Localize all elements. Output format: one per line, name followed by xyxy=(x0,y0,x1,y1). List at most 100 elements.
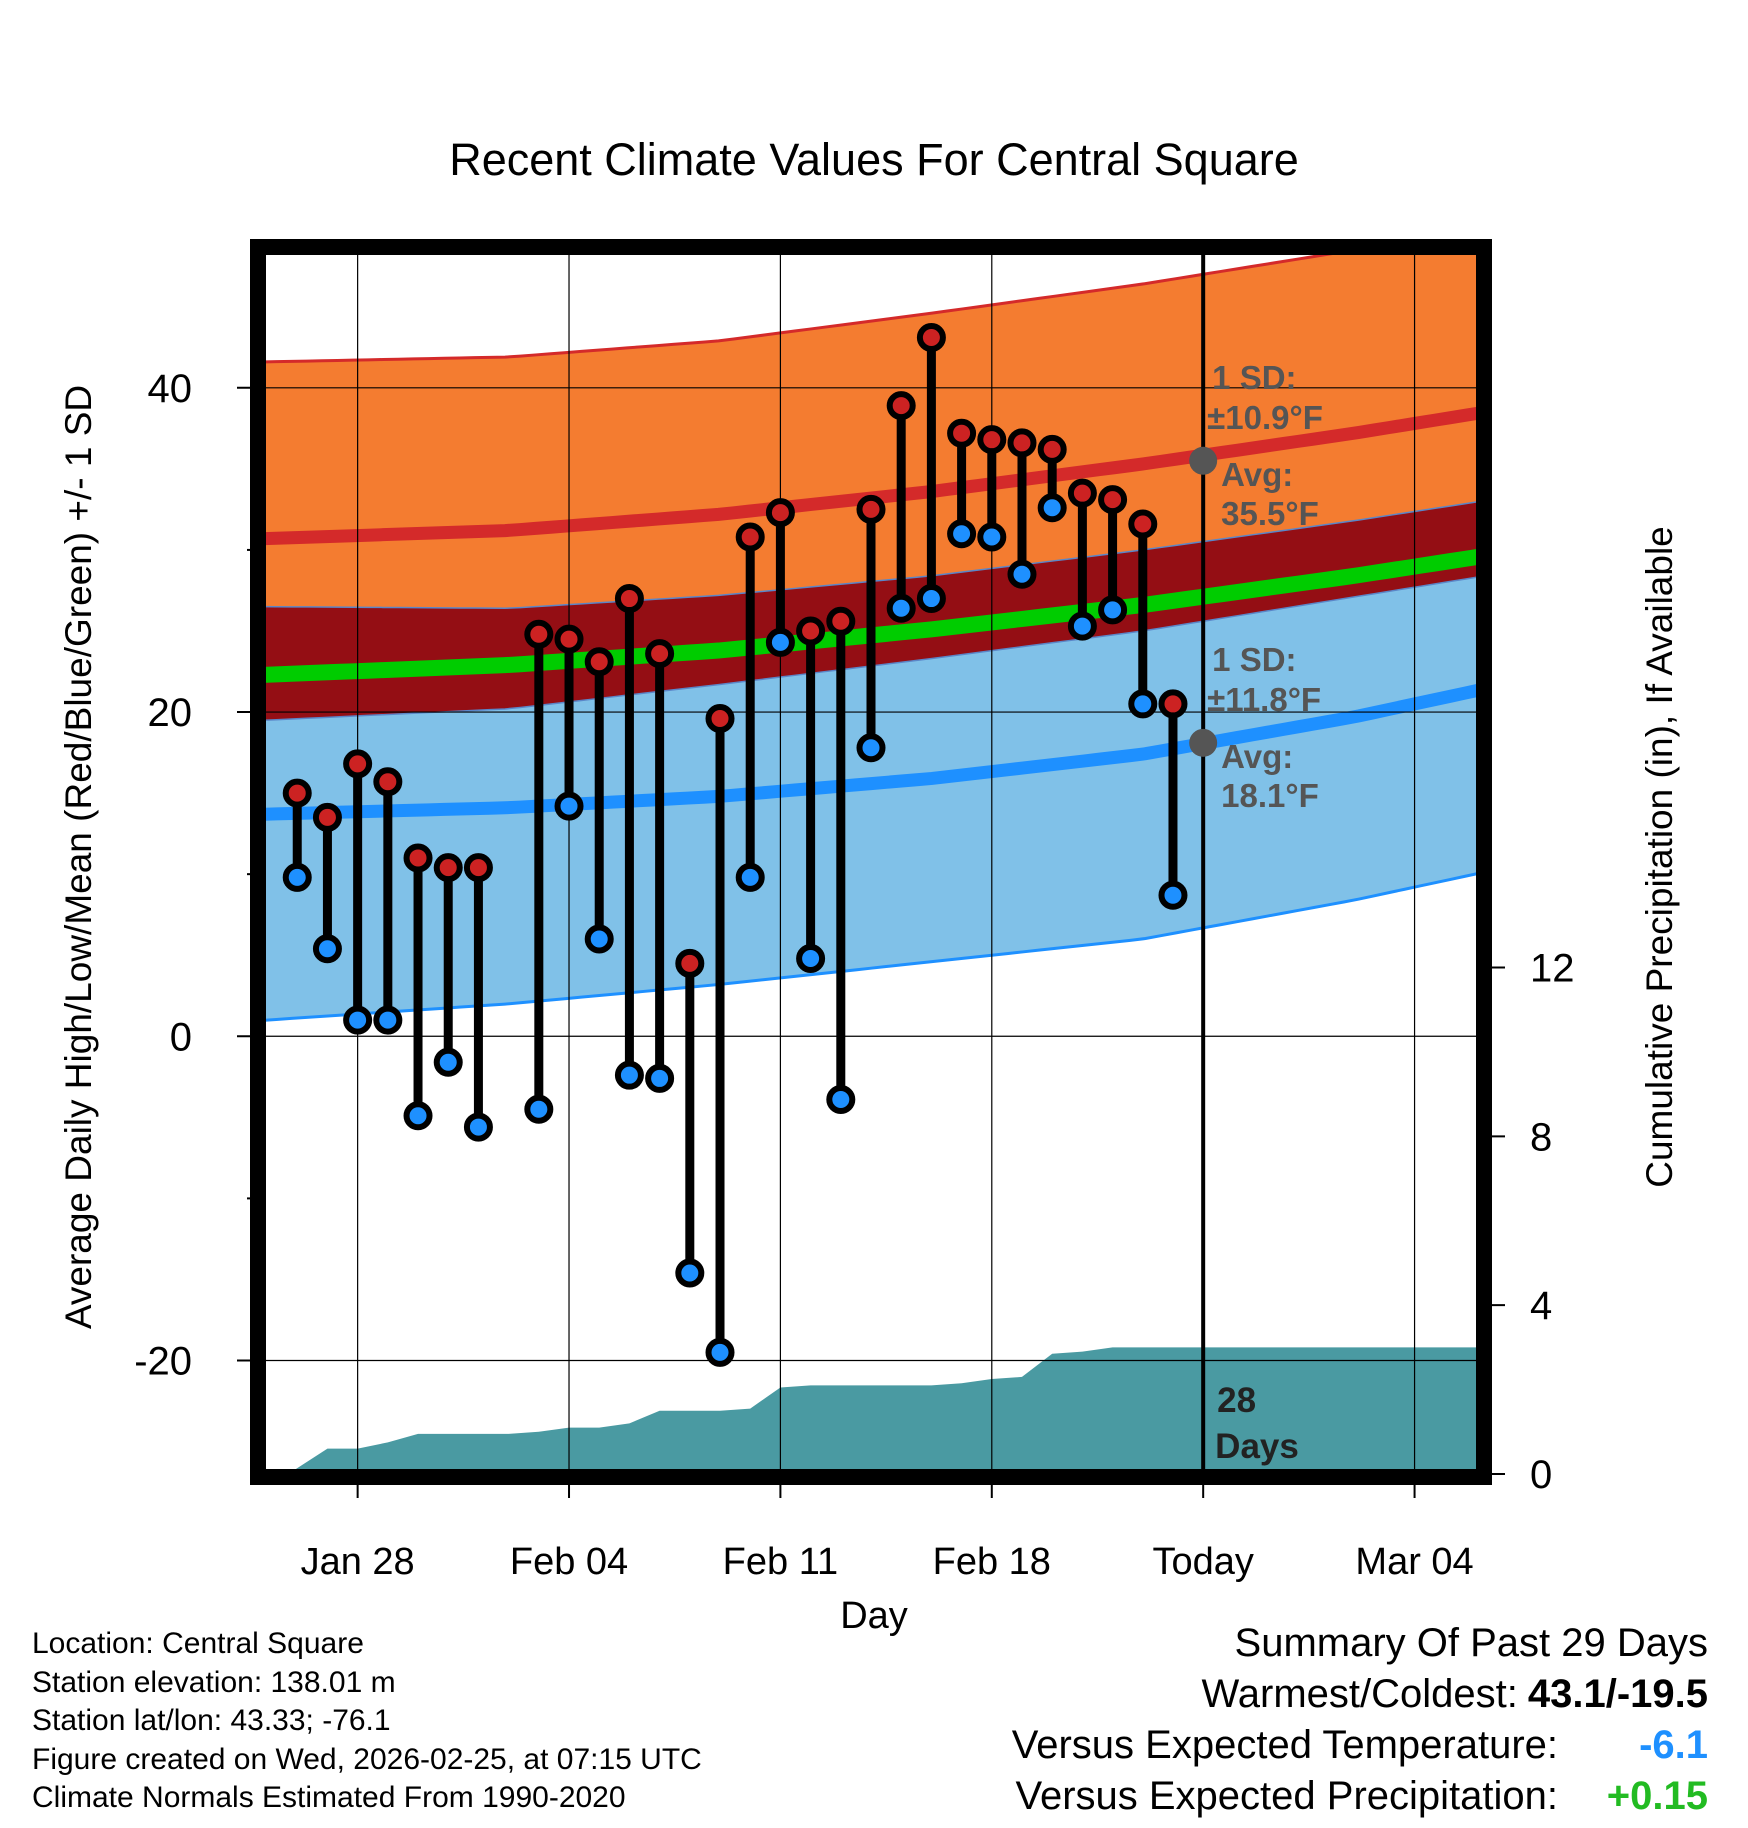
high-sd-label: 1 SD: xyxy=(1212,359,1296,396)
daily-high-point xyxy=(977,425,1007,455)
daily-low-point xyxy=(765,627,795,657)
low-sd-label: 1 SD: xyxy=(1212,641,1296,678)
daily-high-point xyxy=(675,948,705,978)
daily-low-point xyxy=(947,519,977,549)
days-count-label: 28 xyxy=(1217,1381,1256,1420)
precip-value: +0.15 xyxy=(1606,1774,1708,1818)
days-word-label: Days xyxy=(1215,1427,1299,1466)
daily-high-point xyxy=(1098,485,1128,515)
x-tick-label: Today xyxy=(1152,1541,1253,1583)
y-right-tick-label: 8 xyxy=(1530,1115,1552,1159)
daily-high-point xyxy=(1128,509,1158,539)
daily-high-point xyxy=(463,853,493,883)
daily-low-point xyxy=(524,1094,554,1124)
climate-normals: Climate Normals Estimated From 1990-2020 xyxy=(32,1781,626,1814)
x-axis-label: Day xyxy=(840,1595,908,1637)
daily-high-point xyxy=(343,749,373,779)
low-avg-label: Avg: xyxy=(1221,738,1293,775)
daily-low-point xyxy=(645,1063,675,1093)
daily-low-point xyxy=(282,862,312,892)
low-sd-band xyxy=(261,576,1481,1021)
daily-low-point xyxy=(1067,611,1097,641)
low-mean-line xyxy=(261,683,1481,821)
daily-low-point xyxy=(977,522,1007,552)
y-right-tick-label: 12 xyxy=(1530,947,1575,991)
daily-high-point xyxy=(312,802,342,832)
temp-value: -6.1 xyxy=(1639,1723,1708,1767)
y-right-tick-label: 0 xyxy=(1530,1453,1552,1497)
daily-low-point xyxy=(343,1005,373,1035)
chart-title: Recent Climate Values For Central Square xyxy=(449,134,1299,185)
daily-low-point xyxy=(1037,493,1067,523)
station-info: Location: Central Square Station elevati… xyxy=(32,1625,702,1818)
daily-high-point xyxy=(403,843,433,873)
station-latlon: Station lat/lon: 43.33; -76.1 xyxy=(32,1704,391,1737)
daily-low-point xyxy=(1128,689,1158,719)
daily-high-point xyxy=(826,606,856,636)
low-avg-marker xyxy=(1189,728,1218,757)
daily-high-point xyxy=(796,616,826,646)
daily-low-point xyxy=(826,1085,856,1115)
daily-high-point xyxy=(433,853,463,883)
precip-label: Versus Expected Precipitation: xyxy=(1015,1774,1558,1818)
daily-low-point xyxy=(856,733,886,763)
daily-low-point xyxy=(1007,559,1037,589)
summary-precip-row: Versus Expected Precipitation: +0.15 xyxy=(1012,1771,1708,1822)
daily-high-point xyxy=(584,647,614,677)
plot-frame xyxy=(250,239,1492,1485)
daily-low-point xyxy=(916,584,946,614)
daily-high-point xyxy=(1037,434,1067,464)
high-avg-value: 35.5°F xyxy=(1221,495,1319,532)
daily-low-point xyxy=(312,934,342,964)
high-sd-value: ±10.9°F xyxy=(1207,399,1323,436)
summary-warmest-row: Warmest/Coldest: 43.1/-19.5 xyxy=(1012,1669,1708,1720)
daily-low-point xyxy=(735,862,765,892)
y-left-tick-label: 40 xyxy=(148,367,193,411)
daily-high-point xyxy=(282,778,312,808)
high-avg-label: Avg: xyxy=(1221,456,1293,493)
daily-low-point xyxy=(554,791,584,821)
y-right-tick-label: 4 xyxy=(1530,1284,1552,1328)
x-tick-label: Feb 18 xyxy=(933,1541,1051,1583)
daily-high-point xyxy=(1067,478,1097,508)
warmest-label: Warmest/Coldest: xyxy=(1201,1672,1518,1716)
high-avg-marker xyxy=(1189,446,1218,475)
x-tick-label: Jan 28 xyxy=(301,1541,415,1583)
daily-high-point xyxy=(916,323,946,353)
summary-temp-row: Versus Expected Temperature: -6.1 xyxy=(1012,1720,1708,1771)
y-axis-label-right: Cumulative Precipitation (in), If Availa… xyxy=(1639,526,1680,1188)
y-left-tick-label: 20 xyxy=(148,691,193,735)
daily-high-point xyxy=(1158,689,1188,719)
daily-low-point xyxy=(614,1060,644,1090)
low-sd-value: ±11.8°F xyxy=(1207,681,1321,718)
precip-area xyxy=(288,1347,1481,1474)
daily-low-point xyxy=(796,943,826,973)
daily-high-point xyxy=(1007,428,1037,458)
daily-low-point xyxy=(433,1047,463,1077)
warmest-value: 43.1/-19.5 xyxy=(1527,1672,1708,1716)
daily-high-point xyxy=(373,767,403,797)
daily-high-point xyxy=(856,494,886,524)
daily-high-point xyxy=(765,498,795,528)
daily-low-point xyxy=(373,1005,403,1035)
x-tick-label: Feb 04 xyxy=(510,1541,628,1583)
low-avg-value: 18.1°F xyxy=(1221,777,1319,814)
figure-created: Figure created on Wed, 2026-02-25, at 07… xyxy=(32,1742,702,1776)
high-upper-line xyxy=(261,250,1363,364)
high-sd-band xyxy=(261,250,1481,609)
daily-high-point xyxy=(554,624,584,654)
daily-low-point xyxy=(1158,880,1188,910)
x-tick-label: Mar 04 xyxy=(1355,1541,1473,1583)
low-lower-line xyxy=(261,871,1481,1022)
y-left-tick-label: -20 xyxy=(134,1340,192,1384)
station-location: Location: Central Square xyxy=(32,1627,364,1660)
daily-high-point xyxy=(735,522,765,552)
y-axis-label-left: Average Daily High/Low/Mean (Red/Blue/Gr… xyxy=(58,385,99,1329)
summary-title: Summary Of Past 29 Days xyxy=(1234,1621,1708,1665)
daily-high-point xyxy=(614,584,644,614)
daily-high-point xyxy=(524,619,554,649)
x-tick-label: Feb 11 xyxy=(723,1541,838,1583)
temp-label: Versus Expected Temperature: xyxy=(1011,1723,1558,1767)
daily-low-point xyxy=(584,924,614,954)
